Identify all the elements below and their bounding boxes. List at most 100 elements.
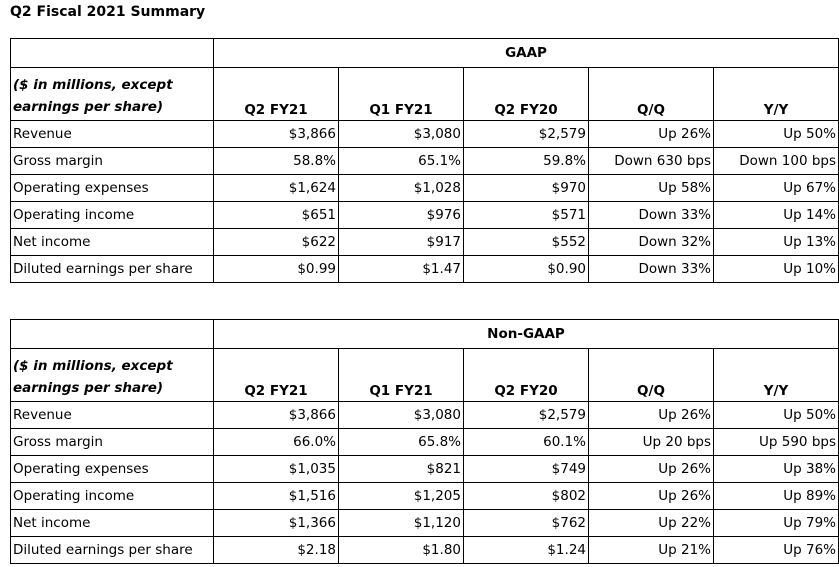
gaap-section-title: GAAP (213, 38, 839, 68)
gaap-corner-cell (10, 38, 214, 68)
table-cell: Up 26% (588, 482, 714, 510)
page-title: Q2 Fiscal 2021 Summary (10, 4, 206, 20)
table-cell: 60.1% (463, 428, 589, 456)
table-cell: Up 38% (713, 455, 839, 483)
table-cell: $622 (213, 228, 339, 256)
table-cell: $2,579 (463, 120, 589, 148)
non-gaap-column-header-row: ($ in millions, except earnings per shar… (10, 348, 839, 402)
table-cell: $571 (463, 201, 589, 229)
table-row: Diluted earnings per share $0.99 $1.47 $… (10, 255, 839, 283)
row-label: Net income (10, 509, 214, 537)
table-cell: 59.8% (463, 147, 589, 175)
table-row: Diluted earnings per share $2.18 $1.80 $… (10, 536, 839, 564)
column-header: Q2 FY21 (213, 348, 339, 402)
table-cell: Up 26% (588, 120, 714, 148)
table-cell: $1,035 (213, 455, 339, 483)
column-header: Y/Y (713, 67, 839, 121)
table-cell: Up 590 bps (713, 428, 839, 456)
table-cell: Up 14% (713, 201, 839, 229)
table-cell: $821 (338, 455, 464, 483)
table-cell: Down 630 bps (588, 147, 714, 175)
table-cell: $3,866 (213, 401, 339, 429)
gaap-units-note: ($ in millions, except earnings per shar… (10, 67, 214, 121)
table-cell: Up 26% (588, 401, 714, 429)
table-row: Operating expenses $1,624 $1,028 $970 Up… (10, 174, 839, 202)
table-cell: Up 20 bps (588, 428, 714, 456)
table-cell: 65.8% (338, 428, 464, 456)
table-cell: Up 22% (588, 509, 714, 537)
table-cell: $749 (463, 455, 589, 483)
column-header: Q1 FY21 (338, 67, 464, 121)
table-cell: $2.18 (213, 536, 339, 564)
column-header: Q2 FY20 (463, 67, 589, 121)
column-header: Q1 FY21 (338, 348, 464, 402)
column-header: Q2 FY20 (463, 348, 589, 402)
table-cell: $0.90 (463, 255, 589, 283)
gaap-summary-table: GAAP ($ in millions, except earnings per… (10, 38, 839, 283)
table-cell: Up 21% (588, 536, 714, 564)
table-row: Net income $1,366 $1,120 $762 Up 22% Up … (10, 509, 839, 537)
row-label: Revenue (10, 401, 214, 429)
table-cell: Up 26% (588, 455, 714, 483)
gaap-column-header-row: ($ in millions, except earnings per shar… (10, 67, 839, 121)
non-gaap-summary-table: Non-GAAP ($ in millions, except earnings… (10, 319, 839, 564)
table-cell: $1,624 (213, 174, 339, 202)
table-cell: $1,366 (213, 509, 339, 537)
table-cell: $1,028 (338, 174, 464, 202)
table-cell: Down 32% (588, 228, 714, 256)
row-label: Operating expenses (10, 455, 214, 483)
non-gaap-section-title: Non-GAAP (213, 319, 839, 349)
table-cell: $2,579 (463, 401, 589, 429)
gaap-section-header-row: GAAP (10, 38, 839, 68)
table-cell: $1.47 (338, 255, 464, 283)
table-cell: $1,120 (338, 509, 464, 537)
table-row: Gross margin 66.0% 65.8% 60.1% Up 20 bps… (10, 428, 839, 456)
column-header: Q2 FY21 (213, 67, 339, 121)
row-label: Operating expenses (10, 174, 214, 202)
table-cell: $917 (338, 228, 464, 256)
column-header: Q/Q (588, 67, 714, 121)
table-cell: Down 33% (588, 255, 714, 283)
table-row: Net income $622 $917 $552 Down 32% Up 13… (10, 228, 839, 256)
table-row: Revenue $3,866 $3,080 $2,579 Up 26% Up 5… (10, 401, 839, 429)
table-cell: 58.8% (213, 147, 339, 175)
table-cell: $3,080 (338, 401, 464, 429)
row-label: Operating income (10, 201, 214, 229)
table-cell: Down 100 bps (713, 147, 839, 175)
row-label: Revenue (10, 120, 214, 148)
table-cell: $1,516 (213, 482, 339, 510)
table-row: Operating expenses $1,035 $821 $749 Up 2… (10, 455, 839, 483)
table-cell: $1,205 (338, 482, 464, 510)
table-cell: Up 10% (713, 255, 839, 283)
non-gaap-section-header-row: Non-GAAP (10, 319, 839, 349)
table-row: Revenue $3,866 $3,080 $2,579 Up 26% Up 5… (10, 120, 839, 148)
row-label: Operating income (10, 482, 214, 510)
non-gaap-corner-cell (10, 319, 214, 349)
row-label: Diluted earnings per share (10, 255, 214, 283)
table-cell: 65.1% (338, 147, 464, 175)
table-cell: $762 (463, 509, 589, 537)
non-gaap-units-note: ($ in millions, except earnings per shar… (10, 348, 214, 402)
table-cell: Down 33% (588, 201, 714, 229)
column-header: Q/Q (588, 348, 714, 402)
table-cell: $552 (463, 228, 589, 256)
table-row: Operating income $651 $976 $571 Down 33%… (10, 201, 839, 229)
table-cell: $1.80 (338, 536, 464, 564)
table-cell: $3,866 (213, 120, 339, 148)
row-label: Gross margin (10, 147, 214, 175)
table-cell: $970 (463, 174, 589, 202)
table-cell: Up 50% (713, 120, 839, 148)
table-row: Gross margin 58.8% 65.1% 59.8% Down 630 … (10, 147, 839, 175)
table-cell: $3,080 (338, 120, 464, 148)
table-cell: $976 (338, 201, 464, 229)
table-cell: $802 (463, 482, 589, 510)
table-cell: Up 50% (713, 401, 839, 429)
table-cell: Up 76% (713, 536, 839, 564)
table-cell: Up 13% (713, 228, 839, 256)
table-cell: $651 (213, 201, 339, 229)
table-row: Operating income $1,516 $1,205 $802 Up 2… (10, 482, 839, 510)
row-label: Diluted earnings per share (10, 536, 214, 564)
row-label: Net income (10, 228, 214, 256)
column-header: Y/Y (713, 348, 839, 402)
table-cell: Up 67% (713, 174, 839, 202)
